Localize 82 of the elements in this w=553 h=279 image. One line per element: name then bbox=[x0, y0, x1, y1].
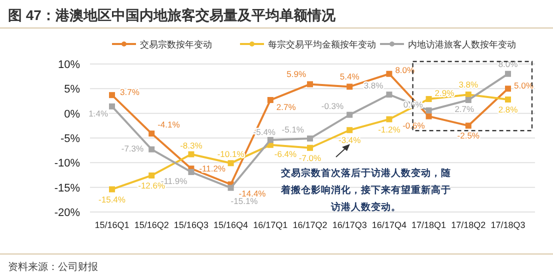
point bbox=[505, 70, 511, 77]
data-label: 2.8% bbox=[498, 104, 518, 115]
point bbox=[148, 172, 155, 178]
legend-label: 交易宗数按年变动 bbox=[140, 40, 212, 50]
data-label: 2.7% bbox=[454, 104, 475, 114]
point bbox=[109, 92, 115, 98]
point bbox=[426, 107, 432, 114]
point bbox=[188, 151, 194, 158]
x-tick-label: 16/17Q1 bbox=[253, 220, 288, 230]
point bbox=[505, 86, 511, 92]
point bbox=[307, 144, 313, 151]
point bbox=[109, 186, 115, 192]
data-label: -1.2% bbox=[378, 124, 401, 134]
data-label: -2.5% bbox=[457, 130, 480, 141]
point bbox=[465, 122, 472, 129]
y-tick-label: 5% bbox=[64, 84, 80, 96]
point bbox=[148, 146, 155, 152]
point bbox=[386, 92, 392, 98]
point bbox=[228, 184, 234, 191]
data-label: -0.3% bbox=[321, 100, 344, 111]
data-label: -15.1% bbox=[230, 196, 258, 206]
data-label: 5.4% bbox=[340, 72, 360, 82]
point bbox=[228, 160, 234, 166]
data-label: -6.4% bbox=[274, 148, 298, 159]
data-label: -8.3% bbox=[180, 140, 203, 150]
y-tick-label: 0% bbox=[64, 108, 80, 120]
point bbox=[267, 97, 274, 104]
y-tick-label: -20% bbox=[54, 207, 80, 219]
x-tick-label: 17/18Q3 bbox=[490, 220, 526, 230]
data-label: -15.4% bbox=[98, 194, 126, 204]
point bbox=[148, 130, 155, 137]
point bbox=[346, 112, 353, 118]
y-tick-label: -10% bbox=[54, 158, 80, 170]
data-label: -7.0% bbox=[298, 152, 322, 163]
point bbox=[346, 127, 353, 134]
point bbox=[188, 169, 194, 176]
data-label: 5.9% bbox=[286, 69, 306, 80]
data-label: 3.8% bbox=[458, 80, 479, 90]
legend-label: 每宗交易平均金额按年变动 bbox=[268, 40, 376, 50]
legend-label: 内地访港旅客人数按年变动 bbox=[408, 40, 516, 50]
point bbox=[307, 135, 313, 142]
data-label: -10.1% bbox=[217, 149, 245, 160]
x-tick-label: 15/16Q3 bbox=[174, 220, 208, 230]
y-tick-label: -15% bbox=[54, 182, 80, 194]
data-label: -11.2% bbox=[199, 164, 226, 174]
point bbox=[465, 92, 472, 98]
data-label: 3.8% bbox=[364, 80, 384, 91]
point bbox=[426, 113, 432, 120]
point bbox=[346, 84, 353, 90]
x-tick-label: 16/17Q4 bbox=[372, 220, 406, 230]
data-label: 5.0% bbox=[514, 80, 534, 91]
data-label: -0.6% bbox=[402, 120, 426, 130]
data-label: 2.9% bbox=[434, 88, 455, 98]
point bbox=[505, 96, 511, 103]
data-label: -14.4% bbox=[238, 188, 266, 198]
chart-title: 图 47：港澳地区中国内地旅客交易量及平均单额情况 bbox=[8, 7, 336, 23]
annotation: 交易宗数首次落后于访港人数变动，随着搬仓影响消化，接下来有望重新高于访港人数变动。 bbox=[280, 167, 452, 213]
data-label: -4.1% bbox=[158, 120, 180, 130]
data-label: 8.0% bbox=[395, 64, 416, 75]
x-tick-label: 15/16Q4 bbox=[214, 220, 248, 230]
x-tick-label: 15/16Q2 bbox=[134, 220, 169, 230]
data-label: -5.1% bbox=[282, 124, 304, 134]
point bbox=[465, 97, 472, 104]
text: 资料来源：公司财报 bbox=[8, 261, 98, 273]
data-label: 2.7% bbox=[276, 102, 296, 112]
x-tick-label: 16/17Q2 bbox=[292, 220, 328, 230]
point bbox=[386, 116, 392, 122]
data-label: -7.3% bbox=[121, 143, 144, 154]
point bbox=[386, 70, 392, 77]
x-tick-label: 16/17Q3 bbox=[332, 220, 367, 230]
point bbox=[267, 136, 274, 143]
x-tick-label: 17/18Q1 bbox=[412, 220, 446, 230]
data-label: 3.7% bbox=[120, 87, 140, 98]
data-label: -3.4% bbox=[338, 135, 362, 146]
point bbox=[109, 103, 115, 110]
point bbox=[426, 96, 432, 102]
y-tick-label: 10% bbox=[58, 59, 80, 71]
data-label: 1.4% bbox=[88, 108, 108, 118]
y-tick-label: -5% bbox=[60, 133, 80, 145]
point bbox=[307, 81, 313, 88]
x-tick-label: 15/16Q1 bbox=[94, 220, 130, 230]
x-tick-label: 17/18Q2 bbox=[451, 220, 486, 230]
